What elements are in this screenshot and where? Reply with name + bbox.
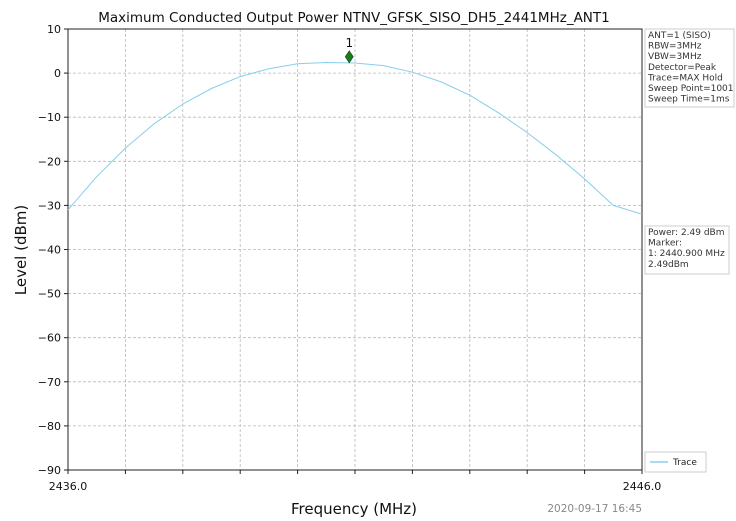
chart-title: Maximum Conducted Output Power NTNV_GFSK… [98, 10, 609, 26]
y-ticks: 10 0 −10 −20 −30 −40 −50 −60 −70 −80 −90 [38, 23, 68, 477]
y-tick-label: −80 [38, 420, 61, 433]
y-tick-label: −30 [38, 199, 61, 212]
legend [644, 451, 707, 473]
y-tick-label: −40 [38, 244, 61, 257]
marker-info-box [644, 225, 730, 275]
marker-info-line: Power: 2.49 dBm [648, 228, 725, 238]
x-ticks: 2436.0 2446.0 [49, 470, 662, 493]
y-tick-label: −20 [38, 155, 61, 168]
settings-info-box [644, 28, 735, 108]
y-tick-label: 0 [54, 67, 61, 80]
settings-info-line: Sweep Point=1001 [648, 84, 734, 94]
marker-info-line: Marker: [648, 239, 682, 249]
y-tick-label: −60 [38, 332, 61, 345]
settings-info-line: Trace=MAX Hold [647, 73, 723, 83]
marker-layer: 1 [344, 36, 354, 64]
x-tick-label: 2446.0 [623, 480, 662, 493]
settings-info-line: ANT=1 (SISO) [648, 31, 711, 41]
x-tick-label: 2436.0 [49, 480, 88, 493]
x-axis-label: Frequency (MHz) [291, 500, 417, 518]
y-axis-label: Level (dBm) [12, 205, 30, 296]
marker-info-line: 1: 2440.900 MHz [648, 249, 725, 259]
x-grid-lines [125, 29, 585, 470]
marker-point-1 [344, 50, 354, 64]
settings-info-line: RBW=3MHz [648, 42, 702, 52]
settings-info-line: Sweep Time=1ms [648, 95, 730, 105]
y-tick-label: 10 [47, 23, 61, 36]
y-tick-label: −50 [38, 288, 61, 301]
settings-info-line: Detector=Peak [648, 63, 717, 73]
y-tick-label: −70 [38, 376, 61, 389]
y-tick-label: −90 [38, 464, 61, 477]
marker-label-1: 1 [345, 36, 353, 50]
y-tick-label: −10 [38, 111, 61, 124]
legend-label-trace: Trace [672, 458, 697, 468]
trace-series-line [67, 61, 643, 215]
settings-info-lines: ANT=1 (SISO)RBW=3MHzVBW=3MHzDetector=Pea… [647, 31, 734, 105]
settings-info-line: VBW=3MHz [648, 52, 702, 62]
timestamp: 2020-09-17 16:45 [547, 503, 642, 515]
marker-info-line: 2.49dBm [648, 260, 689, 270]
